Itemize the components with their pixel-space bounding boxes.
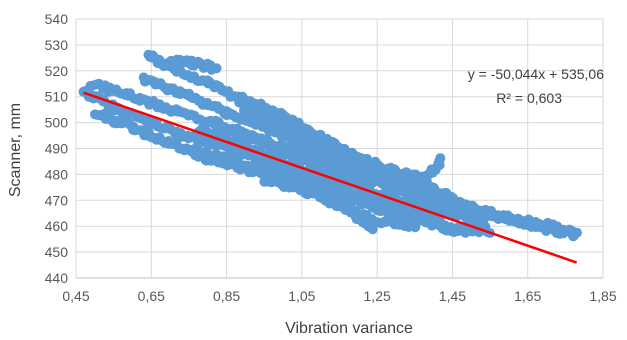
scatter-point — [472, 207, 483, 218]
x-tick-label: 0,45 — [62, 288, 89, 304]
y-tick-label: 540 — [45, 11, 69, 27]
scatter-point — [435, 153, 446, 164]
y-tick-label: 450 — [45, 244, 69, 260]
x-tick-label: 0,85 — [213, 288, 240, 304]
y-axis-ticks: 440 450 460 470 480 490 500 510 520 530 540 — [45, 11, 69, 286]
x-tick-label: 1,45 — [439, 288, 466, 304]
trendline — [83, 91, 578, 264]
scatter-point — [211, 63, 222, 74]
y-tick-label: 440 — [45, 270, 69, 286]
y-tick-label: 510 — [45, 89, 69, 105]
x-tick-label: 1,85 — [589, 288, 616, 304]
x-tick-label: 1,25 — [364, 288, 391, 304]
scatter-point — [568, 231, 579, 242]
x-axis-ticks: 0,45 0,65 0,85 1,05 1,25 1,45 1,65 1,85 — [62, 288, 616, 304]
x-tick-label: 1,05 — [288, 288, 315, 304]
x-tick-label: 0,65 — [138, 288, 165, 304]
scatter-point — [448, 193, 459, 203]
y-axis-title: Scanner, mm — [7, 103, 24, 197]
scatter-point — [410, 222, 421, 233]
trendline-r-squared: R² = 0,603 — [496, 90, 562, 106]
y-tick-label: 490 — [45, 141, 69, 157]
y-tick-label: 530 — [45, 37, 69, 53]
x-tick-label: 1,65 — [514, 288, 541, 304]
x-axis-title: Vibration variance — [285, 320, 413, 337]
scatter-points — [78, 49, 582, 242]
y-tick-label: 470 — [45, 192, 69, 208]
y-tick-label: 520 — [45, 63, 69, 79]
trendline-equation: y = -50,044x + 535,06 — [468, 66, 604, 82]
trendline-layer — [83, 91, 578, 264]
y-tick-label: 460 — [45, 218, 69, 234]
y-tick-label: 500 — [45, 115, 69, 131]
scatter-point — [451, 224, 462, 235]
y-tick-label: 480 — [45, 166, 69, 182]
